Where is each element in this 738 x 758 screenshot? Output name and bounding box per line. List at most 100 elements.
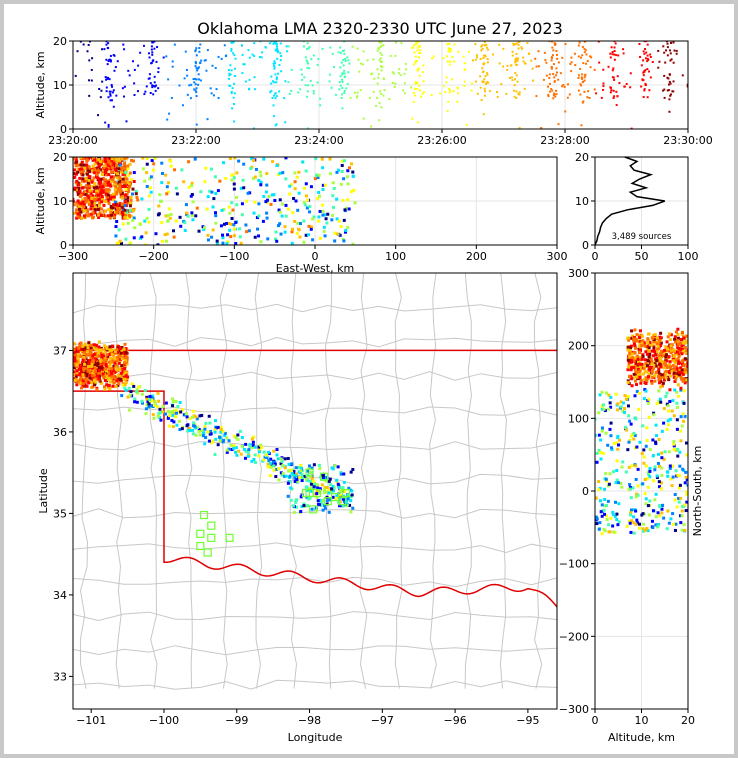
time-altitude-point [615, 103, 618, 106]
time-altitude-point [270, 82, 273, 85]
time-altitude-point [173, 43, 176, 46]
altitude-ns-point [629, 344, 633, 348]
altitude-ns-point [633, 368, 637, 372]
time-altitude-point [514, 43, 517, 46]
ew-altitude-point [187, 160, 191, 164]
ew-altitude-point [288, 184, 292, 188]
plan-view-point [103, 344, 107, 348]
plan-view-point [191, 428, 195, 432]
altitude-ns-point [629, 511, 633, 515]
ew-altitude-point [337, 219, 341, 223]
altitude-ns-point [651, 354, 655, 358]
altitude-ns-point [665, 340, 669, 344]
altitude-ns-point [660, 359, 664, 363]
plan-view-point [188, 426, 192, 430]
longitude-tick-label: −97 [371, 714, 394, 727]
time-altitude-point [99, 96, 102, 99]
time-altitude-point [341, 72, 344, 75]
plan-view-point [119, 346, 123, 350]
altitude-ns-point [685, 490, 688, 494]
figure-frame: Oklahoma LMA 2320-2330 UTC June 27, 2023… [4, 4, 734, 754]
altitude-ns-point [675, 350, 679, 354]
ew-altitude-point [247, 229, 251, 233]
time-altitude-point [217, 97, 220, 100]
ew-altitude-point [340, 163, 344, 167]
altitude-ns-point [666, 335, 670, 339]
time-altitude-point [232, 96, 235, 99]
altitude-ns-point [660, 429, 664, 433]
ew-xlabel: East-West, km [276, 262, 354, 275]
time-altitude-point [613, 46, 616, 49]
time-altitude-point [227, 69, 230, 72]
ew-altitude-point [255, 216, 259, 220]
ew-altitude-point [81, 173, 85, 177]
ew-altitude-point [302, 201, 306, 205]
altitude-ns-point [636, 467, 640, 471]
time-altitude-point [557, 123, 560, 126]
plan-view-point [110, 352, 114, 356]
time-altitude-point [515, 42, 518, 45]
altitude-ns-point [677, 354, 681, 358]
plan-view-point [295, 505, 299, 509]
plan-view-point [143, 388, 147, 392]
latitude-tick-label: 35 [53, 507, 67, 520]
ew-altitude-point [80, 216, 84, 220]
ew-altitude-point [324, 217, 328, 221]
ew-altitude-point [321, 209, 325, 213]
plan-view-point [119, 371, 123, 375]
ew-altitude-point [121, 177, 125, 181]
altitude-ns-point [653, 362, 657, 366]
time-altitude-point [630, 127, 633, 129]
time-altitude-point [646, 57, 649, 60]
plan-view-point [152, 416, 156, 420]
plan-view-point [195, 425, 199, 429]
time-altitude-point [561, 56, 564, 59]
altitude-ns-point [632, 521, 636, 525]
plan-view-point [111, 384, 115, 388]
plan-view-point [115, 348, 119, 352]
altitude-ns-point [635, 445, 639, 449]
time-altitude-point [227, 77, 230, 80]
time-altitude-point [448, 87, 451, 90]
plan-view-point [274, 475, 278, 479]
altitude-ns-point [604, 472, 608, 476]
altitude-ns-point [665, 353, 669, 357]
altitude-ns-point [654, 370, 658, 374]
time-altitude-point [274, 124, 277, 127]
time-altitude-point [86, 50, 89, 53]
ew-altitude-point [342, 218, 346, 222]
plan-view-point [198, 433, 202, 437]
altitude-ns-point [599, 510, 603, 514]
time-altitude-point [151, 53, 154, 56]
altitude-ns-point [675, 418, 679, 422]
plan-view-point [117, 355, 121, 359]
plan-view-point [186, 429, 190, 433]
altitude-ns-point [647, 472, 651, 476]
altitude-tick-label: 10 [53, 79, 67, 92]
time-altitude-point [230, 69, 233, 72]
plan-view-point [122, 351, 126, 355]
time-altitude-point [483, 54, 486, 57]
time-altitude-point [665, 49, 668, 52]
time-altitude-point [154, 89, 157, 92]
ew-altitude-point [119, 168, 123, 172]
time-altitude-point [448, 91, 451, 94]
plan-view-point [263, 455, 267, 459]
altitude-ns-point [632, 366, 636, 370]
plan-view-point [84, 361, 88, 365]
ew-altitude-point [265, 216, 269, 220]
ew-altitude-point [278, 198, 282, 202]
altitude-ns-point [635, 383, 639, 387]
altitude-ns-point [672, 442, 676, 446]
altitude-ns-point [657, 342, 661, 346]
time-altitude-point [200, 59, 203, 62]
time-altitude-point [481, 47, 484, 50]
altitude-ns-point [665, 347, 669, 351]
altitude-ns-point [669, 333, 673, 337]
plan-view-point [250, 446, 254, 450]
time-altitude-point [194, 83, 197, 86]
plan-view-point [300, 477, 304, 481]
altitude-ns-point [603, 529, 607, 533]
ew-altitude-point [83, 215, 87, 219]
time-altitude-point [143, 93, 146, 96]
